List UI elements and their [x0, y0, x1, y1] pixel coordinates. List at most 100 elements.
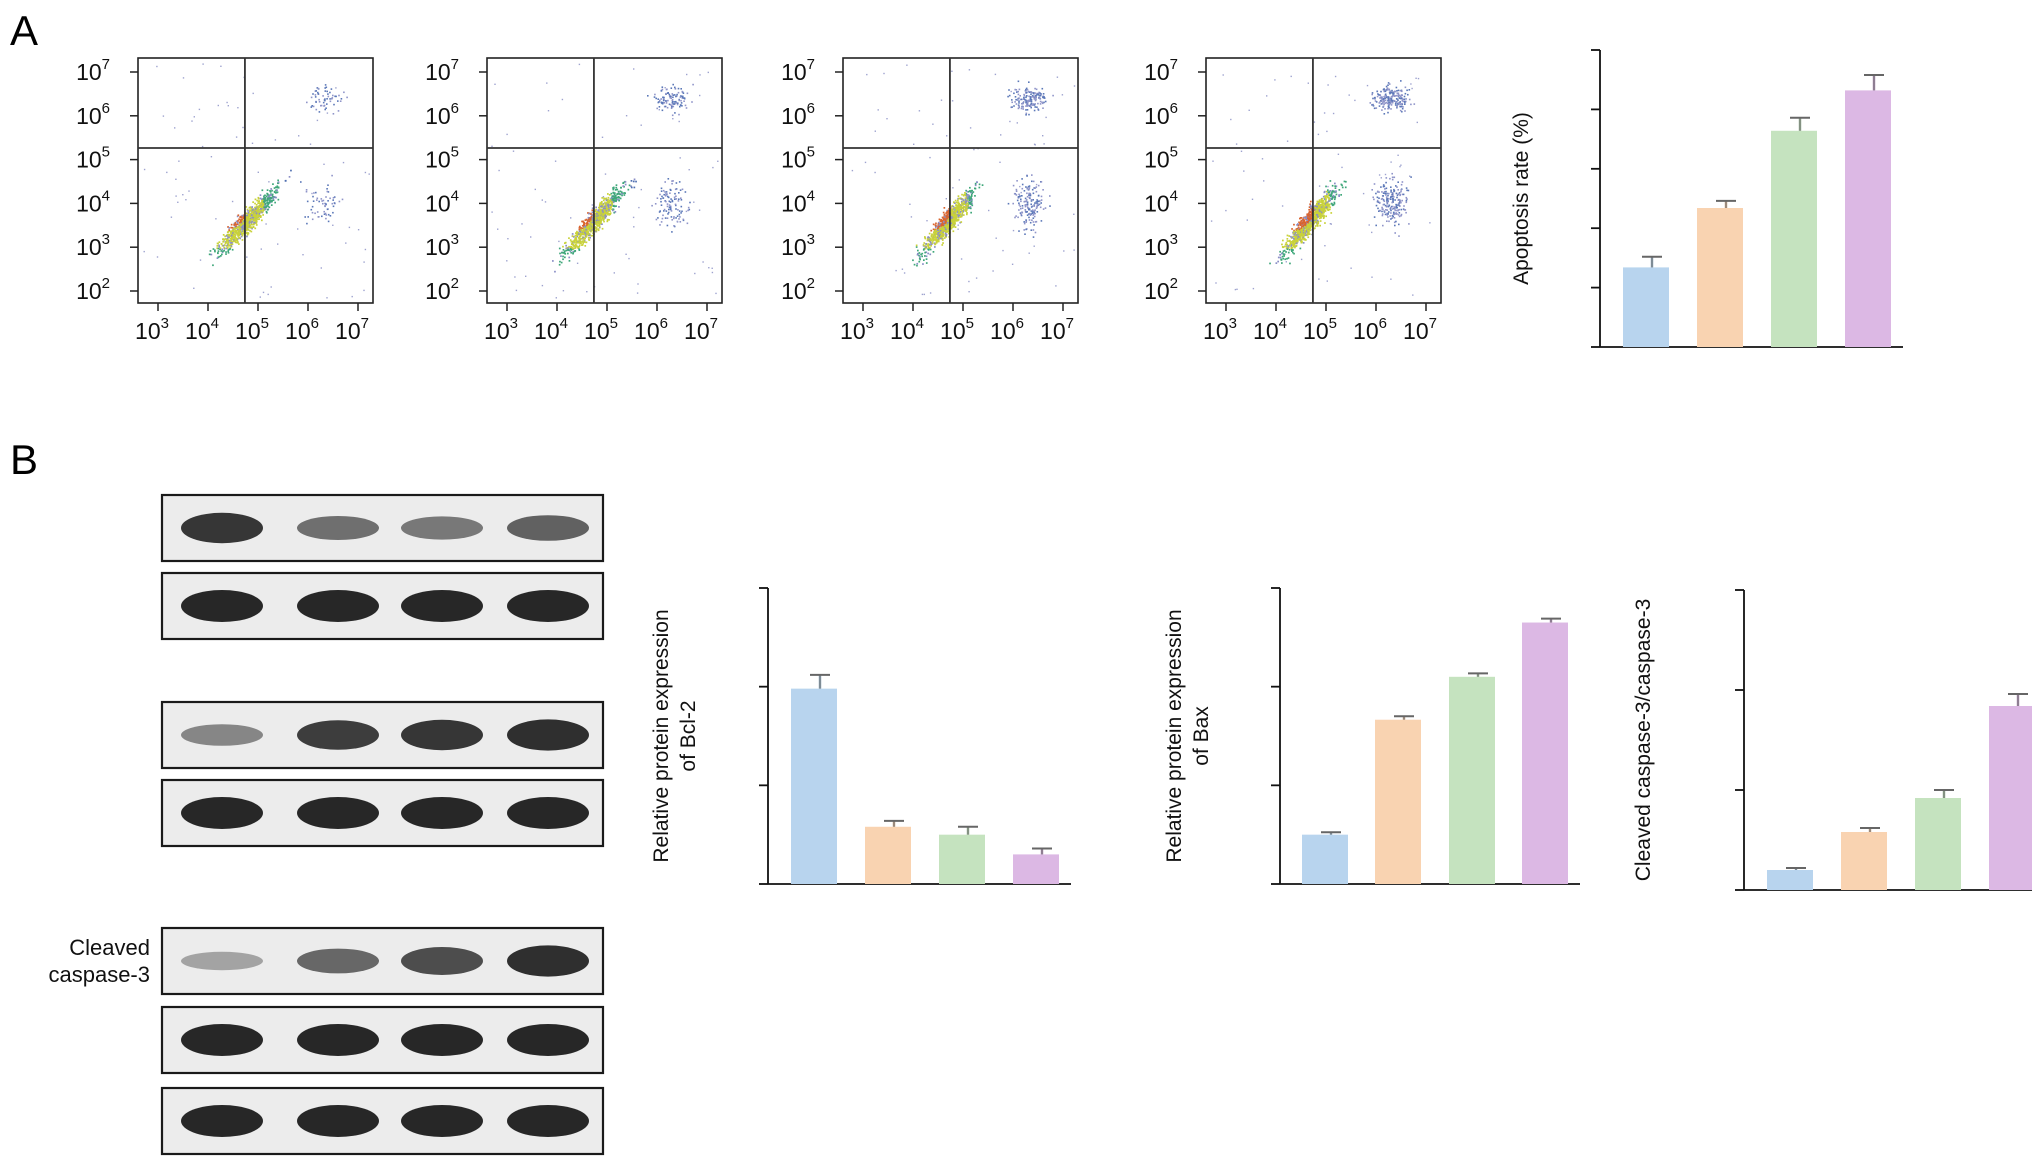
x-tick-label: 103 — [135, 315, 169, 344]
y-tick-label: 103 — [1144, 231, 1178, 260]
flow-plot: 102 103 104 105 106 107 103 104 105 106 107 — [425, 56, 723, 344]
blot-band — [507, 719, 589, 751]
bar — [1771, 130, 1817, 347]
blot-row — [160, 1086, 605, 1156]
flow-cytometry-panels: 102 103 104 105 106 107 103 104 105 106 107 102 103 1… — [76, 56, 1442, 344]
blot-row — [160, 778, 605, 848]
blot-band — [297, 590, 379, 622]
y-axis-label: Relative protein expression of Bcl-2 — [650, 609, 700, 862]
blot-band — [507, 1024, 589, 1056]
x-tick-label: 106 — [634, 315, 668, 344]
blot-band — [401, 1105, 483, 1137]
blot-band — [181, 724, 263, 746]
x-tick-label: 103 — [484, 315, 518, 344]
flow-plot-frame — [1205, 57, 1442, 304]
flow-plot: 102 103 104 105 106 107 103 104 105 106 107 — [781, 56, 1079, 344]
y-tick-label: 103 — [425, 231, 459, 260]
flow-plot-frame — [137, 57, 374, 304]
blot-row — [160, 1005, 605, 1075]
bar — [1013, 854, 1059, 884]
x-tick-label: 107 — [335, 315, 369, 344]
blot-band — [401, 590, 483, 622]
bar — [1522, 622, 1568, 884]
bar-chart: Apoptosis rate (%) — [1510, 49, 1903, 348]
flow-plot: 102 103 104 105 106 107 103 104 105 106 107 — [1144, 56, 1442, 344]
y-tick-label: 107 — [781, 56, 815, 85]
blot-band — [181, 951, 263, 971]
y-tick-label: 103 — [781, 231, 815, 260]
y-tick-label: 102 — [781, 275, 815, 304]
bar-charts: Apoptosis rate (%) Relative protein expre… — [650, 49, 2032, 891]
x-tick-label: 103 — [840, 315, 874, 344]
y-tick-label: 105 — [1144, 144, 1178, 173]
bar — [791, 688, 837, 884]
panel-label-b: B — [10, 436, 38, 483]
bar — [1841, 832, 1887, 890]
blot-band — [401, 947, 483, 975]
blot-row — [160, 493, 605, 563]
bar — [939, 834, 985, 884]
blot-band — [297, 1024, 379, 1056]
blot-band — [297, 1105, 379, 1137]
flow-dots — [491, 63, 719, 299]
blot-band — [297, 797, 379, 829]
y-axis-label: Apoptosis rate (%) — [1510, 112, 1533, 285]
x-tick-label: 103 — [1203, 315, 1237, 344]
x-tick-label: 105 — [1303, 315, 1337, 344]
flow-dots — [143, 63, 370, 299]
flow-dots — [851, 64, 1076, 296]
blot-band — [401, 719, 483, 751]
bar — [1302, 834, 1348, 884]
blot-band — [181, 590, 263, 622]
y-tick-label: 105 — [781, 144, 815, 173]
y-tick-label: 105 — [76, 144, 110, 173]
y-tick-label: 104 — [76, 187, 110, 216]
y-tick-label: 104 — [781, 187, 815, 216]
bar — [1697, 208, 1743, 347]
x-tick-label: 106 — [1353, 315, 1387, 344]
blot-band — [401, 516, 483, 540]
blot-row — [160, 700, 605, 770]
panel-label-a: A — [10, 7, 38, 54]
blot-band — [507, 1105, 589, 1137]
blot-band — [297, 948, 379, 974]
bar — [1989, 706, 2032, 890]
bar-chart: Relative protein expression of Bax — [1163, 587, 1580, 885]
blot-band — [507, 945, 589, 977]
flow-plot-frame — [842, 57, 1079, 304]
blot-band — [401, 1024, 483, 1056]
blot-band — [181, 1024, 263, 1056]
bar — [865, 826, 911, 884]
y-tick-label: 102 — [1144, 275, 1178, 304]
bar — [1767, 870, 1813, 890]
y-tick-label: 106 — [76, 100, 110, 129]
blot-group: Cleaved caspase-3 — [48, 926, 605, 1156]
x-tick-label: 105 — [235, 315, 269, 344]
y-tick-label: 106 — [781, 100, 815, 129]
y-axis-label: Cleaved caspase-3/caspase-3 — [1632, 599, 1655, 882]
y-tick-label: 102 — [76, 275, 110, 304]
y-tick-label: 104 — [1144, 187, 1178, 216]
bar — [1449, 676, 1495, 884]
x-tick-label: 107 — [684, 315, 718, 344]
y-tick-label: 107 — [425, 56, 459, 85]
blot-row: Cleaved caspase-3 — [48, 926, 605, 996]
x-tick-label: 104 — [1253, 315, 1287, 344]
blot-group — [160, 700, 605, 848]
blot-band — [181, 797, 263, 829]
y-tick-label: 103 — [76, 231, 110, 260]
y-tick-label: 104 — [425, 187, 459, 216]
blot-band — [181, 512, 263, 544]
x-tick-label: 104 — [534, 315, 568, 344]
y-tick-label: 105 — [425, 144, 459, 173]
blot-band — [507, 797, 589, 829]
bar — [1375, 719, 1421, 884]
bar-chart: Cleaved caspase-3/caspase-3 — [1632, 589, 2032, 891]
x-tick-label: 104 — [890, 315, 924, 344]
blot-band — [401, 797, 483, 829]
x-tick-label: 105 — [584, 315, 618, 344]
y-tick-label: 106 — [1144, 100, 1178, 129]
x-tick-label: 104 — [185, 315, 219, 344]
blot-band — [181, 1105, 263, 1137]
